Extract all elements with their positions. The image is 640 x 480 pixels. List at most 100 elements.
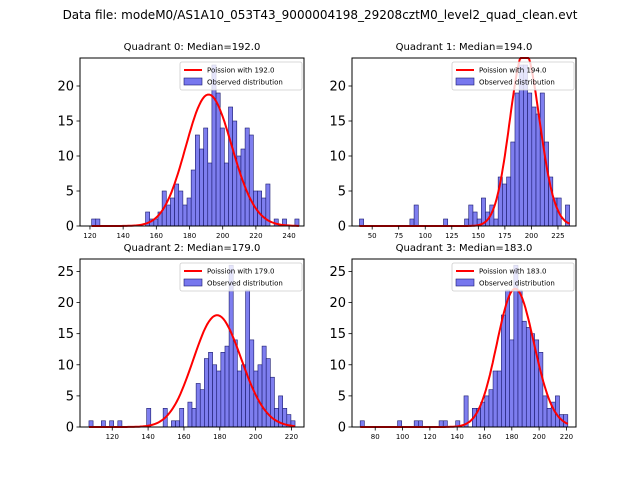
histogram-bar bbox=[187, 401, 193, 428]
histogram-bar bbox=[224, 162, 229, 227]
legend-box bbox=[179, 61, 303, 91]
legend-bar-swatch bbox=[183, 278, 203, 287]
x-tick-label: 200 bbox=[525, 232, 538, 240]
x-tick-label: 160 bbox=[478, 433, 491, 441]
histogram-bar bbox=[517, 289, 523, 428]
histogram-bar bbox=[525, 327, 531, 428]
y-tick-label: 10 bbox=[57, 358, 74, 373]
histogram-bar bbox=[228, 106, 233, 227]
histogram-bar bbox=[245, 289, 251, 428]
legend-box bbox=[179, 262, 303, 292]
histogram-bar bbox=[95, 218, 101, 227]
histogram-bar bbox=[190, 169, 196, 227]
histogram-bar bbox=[220, 352, 226, 428]
y-tick-label: 20 bbox=[57, 80, 74, 95]
x-tick-label: 200 bbox=[249, 433, 262, 441]
y-tick-label: 20 bbox=[329, 80, 346, 95]
histogram-bar bbox=[502, 183, 507, 227]
histogram-bar bbox=[199, 148, 204, 227]
y-tick-label: 15 bbox=[329, 327, 346, 342]
histogram-bar bbox=[182, 204, 188, 227]
y-tick-label: 15 bbox=[329, 115, 346, 130]
histogram-bar bbox=[484, 395, 490, 428]
x-tick-label: 80 bbox=[371, 433, 380, 441]
y-tick-label: 10 bbox=[329, 358, 346, 373]
histogram-bar bbox=[178, 190, 184, 227]
histogram-bar bbox=[195, 383, 201, 428]
legend-box bbox=[451, 262, 575, 292]
y-tick-label: 25 bbox=[57, 265, 74, 280]
histogram-bar bbox=[215, 92, 221, 227]
histogram-bar bbox=[171, 420, 176, 428]
legend-bar-swatch bbox=[183, 77, 203, 86]
legend-box bbox=[451, 61, 575, 91]
subplot-quadrant-3: Quadrant 3: Median=183.0 0 5 10 15 20 25 80 100 1… bbox=[329, 243, 577, 441]
legend-label-observed: Observed distribution bbox=[479, 280, 555, 288]
histogram-bar bbox=[542, 395, 548, 428]
histogram-bar bbox=[212, 364, 218, 428]
figure-title: Data file: modeM0/AS1A10_053T43_90000041… bbox=[62, 8, 578, 22]
legend-label-poisson: Poission with 192.0 bbox=[207, 67, 275, 75]
x-tick-label: 140 bbox=[450, 433, 463, 441]
histogram-bar bbox=[555, 395, 560, 428]
subplot-quadrant-2: Quadrant 2: Median=179.0 0 5 10 15 20 25 120 140… bbox=[57, 243, 305, 441]
histogram-bar bbox=[413, 204, 419, 227]
y-tick-label: 0 bbox=[338, 421, 346, 436]
x-tick-label: 75 bbox=[394, 232, 403, 240]
histogram-bar bbox=[464, 218, 470, 227]
subplot-title: Quadrant 0: Median=192.0 bbox=[124, 42, 261, 53]
x-tick-label: 240 bbox=[282, 232, 295, 240]
y-tick-label: 5 bbox=[66, 389, 74, 404]
histogram-bar bbox=[493, 218, 499, 227]
histogram-bar bbox=[501, 314, 506, 428]
histogram-bar bbox=[91, 218, 97, 227]
histogram-bar bbox=[509, 339, 515, 428]
histogram-bar bbox=[179, 408, 185, 428]
histogram-bar bbox=[191, 408, 197, 428]
histogram-bar bbox=[203, 127, 209, 227]
histogram-bar bbox=[219, 127, 225, 227]
x-tick-label: 120 bbox=[423, 433, 436, 441]
x-tick-label: 50 bbox=[368, 232, 377, 240]
y-tick-label: 20 bbox=[329, 296, 346, 311]
x-tick-label: 160 bbox=[177, 433, 190, 441]
axes-frame bbox=[79, 258, 305, 428]
histogram-bar bbox=[531, 106, 537, 227]
x-tick-label: 200 bbox=[532, 433, 545, 441]
histogram-bar bbox=[257, 190, 262, 227]
histogram-bar bbox=[546, 408, 552, 428]
histogram-bar bbox=[170, 197, 175, 227]
histogram-bar bbox=[505, 289, 510, 428]
subplot-title: Quadrant 1: Median=194.0 bbox=[396, 42, 533, 53]
histogram-bar bbox=[204, 358, 209, 428]
legend-label-observed: Observed distribution bbox=[207, 79, 283, 87]
y-tick-label: 15 bbox=[57, 115, 74, 130]
histogram-bar bbox=[409, 218, 415, 227]
histogram-bar bbox=[165, 204, 171, 227]
y-tick-label: 0 bbox=[66, 220, 74, 235]
axes-frame bbox=[79, 57, 305, 227]
histogram-bar bbox=[244, 127, 250, 227]
y-tick-label: 10 bbox=[57, 150, 74, 165]
histogram-bar bbox=[496, 370, 502, 428]
legend-label-poisson: Poission with 183.0 bbox=[479, 268, 547, 276]
histogram-bar bbox=[237, 370, 242, 428]
y-tick-label: 20 bbox=[57, 296, 74, 311]
y-tick-label: 5 bbox=[338, 389, 346, 404]
histogram-bar bbox=[527, 92, 533, 227]
x-tick-label: 150 bbox=[472, 232, 485, 240]
histogram-bar bbox=[195, 134, 200, 227]
x-tick-label: 180 bbox=[183, 232, 196, 240]
histogram-bar bbox=[241, 364, 246, 428]
histogram-bar bbox=[146, 408, 152, 428]
legend-label-poisson: Poission with 194.0 bbox=[479, 67, 547, 75]
x-tick-label: 200 bbox=[216, 232, 229, 240]
y-tick-label: 10 bbox=[329, 150, 346, 165]
legend-label-observed: Observed distribution bbox=[207, 280, 283, 288]
subplot-quadrant-0: Quadrant 0: Median=192.0 0 5 10 15 20 120 140 16… bbox=[57, 42, 305, 240]
y-tick-label: 15 bbox=[57, 327, 74, 342]
x-tick-label: 125 bbox=[445, 232, 458, 240]
x-tick-label: 180 bbox=[505, 433, 518, 441]
legend-bar-swatch bbox=[455, 278, 475, 287]
